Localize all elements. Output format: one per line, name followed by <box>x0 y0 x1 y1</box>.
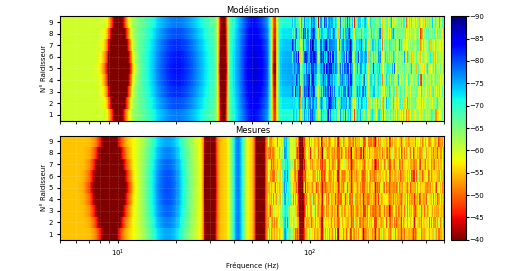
Y-axis label: N° Raidisseur: N° Raidisseur <box>41 164 47 211</box>
Title: Mesures: Mesures <box>235 126 270 135</box>
Y-axis label: N° Raidisseur: N° Raidisseur <box>41 45 47 92</box>
Title: Modélisation: Modélisation <box>226 7 279 15</box>
X-axis label: Fréquence (Hz): Fréquence (Hz) <box>226 262 279 269</box>
